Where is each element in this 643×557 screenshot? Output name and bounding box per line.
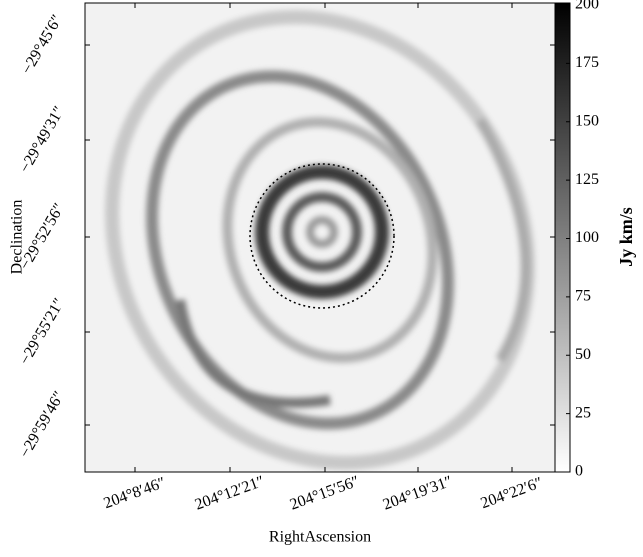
colorbar [554, 2, 571, 473]
y-tick-label: −29°45′6″ [19, 12, 67, 77]
colorbar-tick-label: 175 [575, 54, 599, 71]
colorbar-tick-label: 75 [575, 288, 591, 305]
y-tick-label: −29°59′46″ [17, 388, 69, 460]
x-tick-label: 204°19′31″ [381, 473, 455, 514]
y-tick-label: −29°55′21″ [17, 295, 69, 367]
colorbar-tick-label: 25 [575, 404, 591, 421]
colorbar-label: Jy km/s [616, 207, 636, 267]
y-axis-label: Declination [9, 200, 26, 275]
y-tick-label: −29°49′31″ [17, 103, 69, 175]
x-axis-label: RightAscension [269, 529, 371, 546]
x-tick-label: 204°15′56″ [288, 473, 362, 514]
x-tick-label: 204°8′46″ [101, 474, 167, 512]
colorbar-tick-label: 200 [575, 0, 599, 13]
colorbar-tick-label: 100 [575, 229, 599, 246]
colorbar-tick-label: 50 [575, 346, 591, 363]
colorbar-tick-label: 125 [575, 171, 599, 188]
x-tick-label: 204°12′21″ [193, 473, 267, 514]
image [85, 3, 555, 472]
colorbar-tick-label: 0 [575, 463, 583, 480]
colorbar-tick-label: 150 [575, 112, 599, 129]
x-tick-label: 204°22′6″ [478, 474, 544, 512]
